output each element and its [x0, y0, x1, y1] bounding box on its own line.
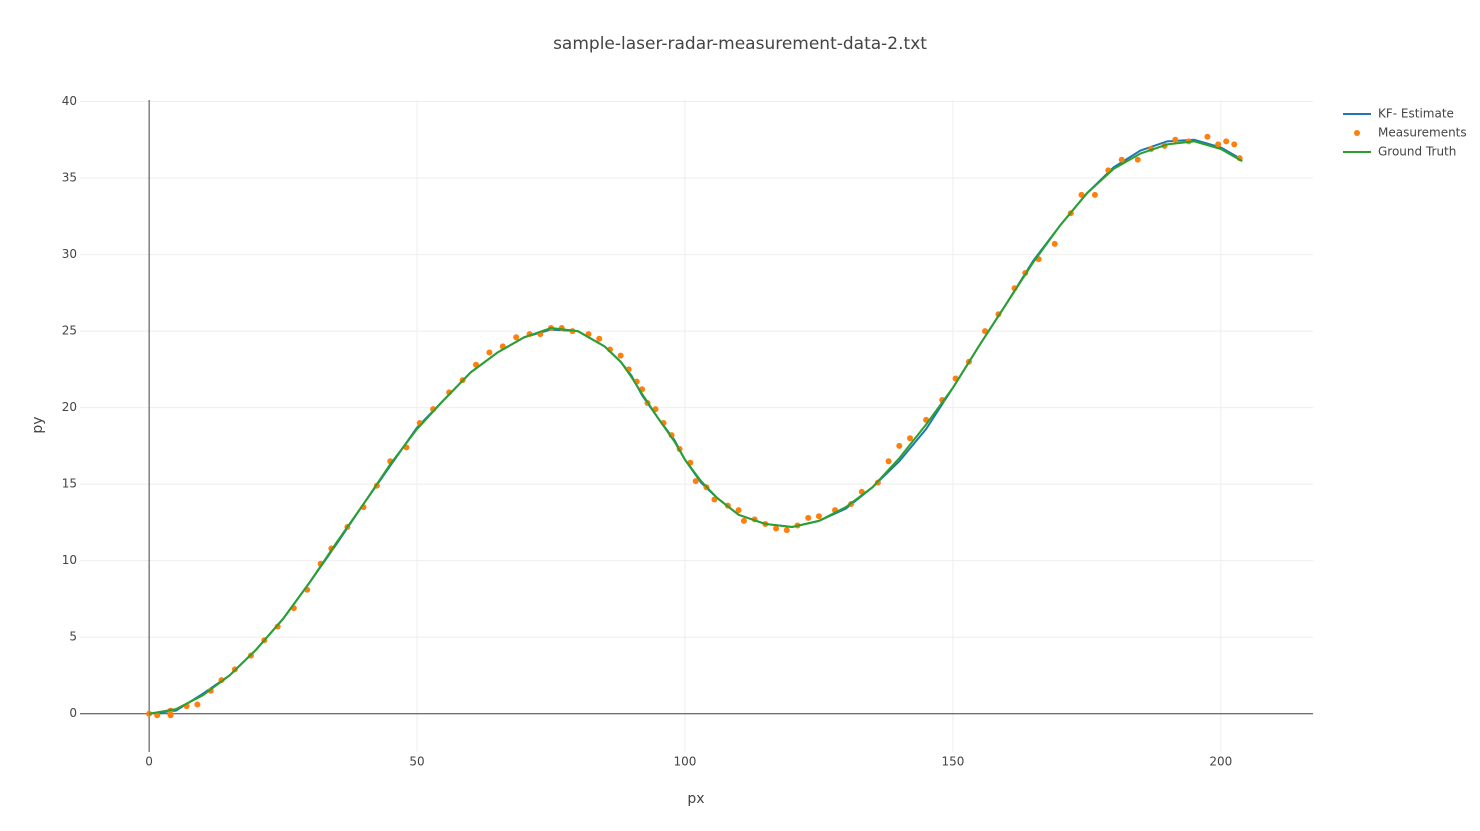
line-series	[149, 138, 1243, 715]
measurement-point	[167, 712, 174, 719]
legend-label: Measurements	[1378, 126, 1467, 140]
measurement-point	[1078, 191, 1085, 198]
measurement-point	[815, 513, 822, 520]
y-tick-label: 35	[62, 171, 77, 185]
measurement-point	[617, 352, 624, 359]
x-axis-title: px	[687, 791, 704, 807]
y-tick-label: 40	[62, 94, 77, 108]
y-tick-label: 5	[69, 630, 77, 644]
measurement-point	[1223, 138, 1230, 145]
legend-label: Ground Truth	[1378, 145, 1456, 159]
x-tick-label: 50	[409, 755, 424, 769]
measurement-point	[735, 507, 742, 514]
x-tick-label: 200	[1209, 755, 1232, 769]
line-series	[148, 140, 1243, 715]
y-axis-title: py	[30, 416, 46, 433]
measurement-point	[194, 701, 201, 708]
measurement-point	[1172, 136, 1179, 143]
measurement-point	[596, 335, 603, 342]
y-tick-label: 20	[62, 400, 77, 414]
measurement-point	[740, 517, 747, 524]
measurement-point	[885, 458, 892, 465]
legend-label: KF- Estimate	[1378, 107, 1454, 121]
measurement-point	[513, 334, 520, 341]
y-tick-label: 30	[62, 247, 77, 261]
measurement-point	[896, 442, 903, 449]
legend-swatch	[1354, 130, 1360, 136]
measurement-point	[486, 349, 493, 356]
measurement-point	[907, 435, 914, 442]
y-tick-label: 15	[62, 477, 77, 491]
y-tick-label: 25	[62, 324, 77, 338]
measurement-point	[1215, 141, 1222, 148]
measurement-point	[805, 514, 812, 521]
measurement-point	[692, 478, 699, 485]
measurement-point	[773, 525, 780, 532]
measurement-point	[154, 712, 161, 719]
measurement-point	[1118, 156, 1125, 163]
x-tick-label: 0	[145, 755, 153, 769]
x-tick-label: 150	[941, 755, 964, 769]
measurement-point	[1204, 133, 1211, 140]
measurement-point	[1134, 156, 1141, 163]
measurement-point	[1231, 141, 1238, 148]
measurement-point	[1091, 191, 1098, 198]
y-tick-label: 0	[69, 706, 77, 720]
x-tick-label: 100	[674, 755, 697, 769]
y-tick-label: 10	[62, 553, 77, 567]
measurement-point	[783, 527, 790, 534]
measurement-point	[1051, 240, 1058, 247]
chart-title: sample-laser-radar-measurement-data-2.tx…	[553, 34, 927, 54]
